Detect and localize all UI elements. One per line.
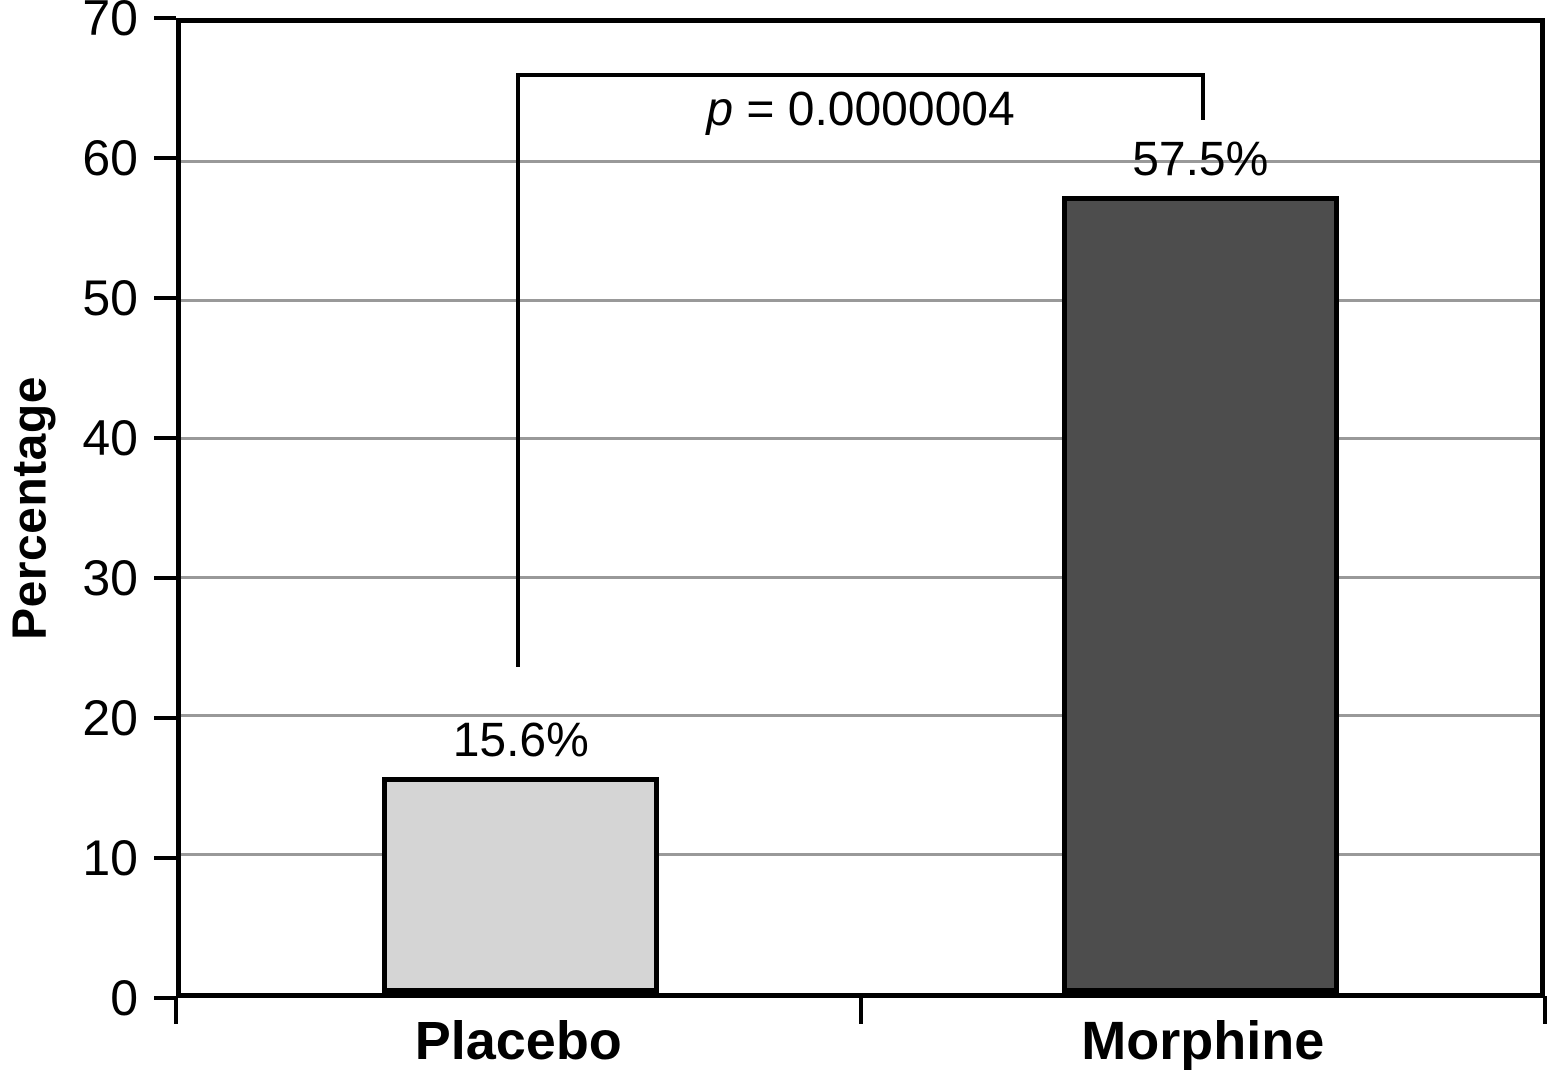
bar-value-label-placebo: 15.6% xyxy=(452,713,589,767)
y-tick-label-40: 40 xyxy=(82,410,138,466)
y-tick-mark-60 xyxy=(154,155,176,160)
y-tick-mark-70 xyxy=(154,16,176,20)
y-tick-mark-50 xyxy=(154,295,176,300)
y-tick-marks xyxy=(154,16,176,1000)
bracket-right-line xyxy=(1200,73,1205,120)
gridline-10 xyxy=(181,852,1540,856)
bar-value-label-morphine: 57.5% xyxy=(1132,133,1269,187)
bar-morphine xyxy=(1061,196,1339,993)
y-tick-label-0: 0 xyxy=(110,970,138,1026)
y-tick-mark-10 xyxy=(154,856,176,860)
gridline-60 xyxy=(181,160,1540,164)
gridline-20 xyxy=(181,714,1540,718)
y-tick-label-70: 70 xyxy=(82,0,138,46)
y-tick-label-10: 10 xyxy=(82,830,138,886)
y-tick-labels: 0 10 20 30 40 50 60 70 xyxy=(0,0,138,1023)
x-category-labels: Placebo Morphine xyxy=(176,1011,1545,1080)
y-tick-label-50: 50 xyxy=(82,270,138,326)
y-tick-mark-20 xyxy=(154,716,176,720)
plot-area: 15.6% 57.5% xyxy=(176,18,1545,998)
y-tick-mark-30 xyxy=(154,575,176,580)
bracket-horizontal-line xyxy=(518,73,1203,77)
gridlines xyxy=(181,23,1540,993)
x-tick-mark-1 xyxy=(858,996,863,1024)
p-symbol: p xyxy=(706,83,734,136)
y-tick-label-20: 20 xyxy=(82,690,138,746)
p-value-text: = 0.0000004 xyxy=(733,83,1015,136)
y-tick-label-30: 30 xyxy=(82,550,138,606)
y-tick-mark-0 xyxy=(154,996,176,1000)
x-tick-mark-0 xyxy=(174,996,178,1024)
x-tick-marks xyxy=(174,996,1547,1024)
x-category-label-morphine: Morphine xyxy=(1081,1011,1325,1071)
bars: 15.6% 57.5% xyxy=(181,23,1540,993)
y-tick-label-60: 60 xyxy=(82,130,138,186)
gridline-50 xyxy=(181,298,1540,302)
x-tick-mark-2 xyxy=(1543,996,1547,1024)
bar-placebo xyxy=(382,776,660,993)
x-category-label-placebo: Placebo xyxy=(414,1011,622,1071)
gridline-30 xyxy=(181,575,1540,579)
gridline-40 xyxy=(181,437,1540,441)
bracket-left-line xyxy=(516,73,521,667)
y-tick-mark-40 xyxy=(154,436,176,440)
p-value-label: p = 0.0000004 xyxy=(706,82,1014,137)
